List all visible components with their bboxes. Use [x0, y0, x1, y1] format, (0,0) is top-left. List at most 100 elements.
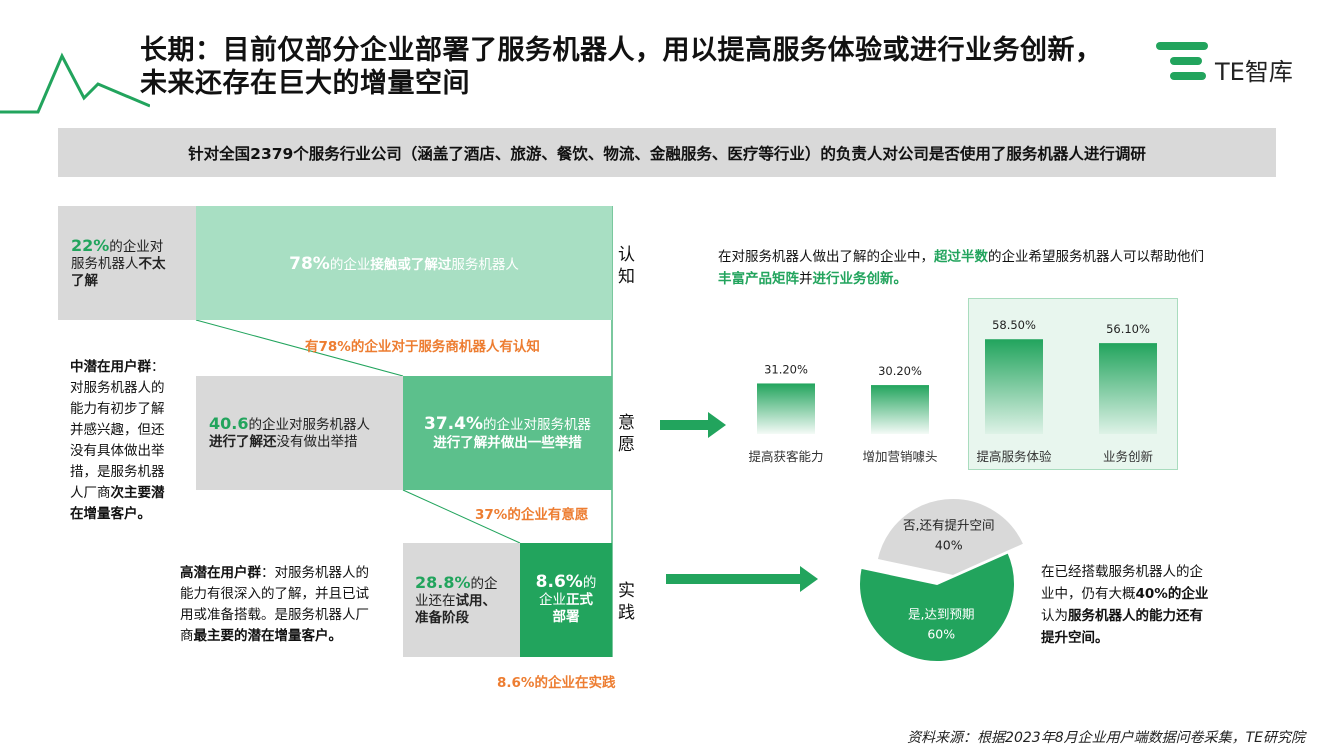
- bar-category-label-1: 提高获客能力: [748, 449, 823, 464]
- row3-right-text: 的: [582, 575, 597, 591]
- row1-left-bold: 不太: [138, 255, 166, 272]
- bar-category-label-3: 提高服务体验: [976, 449, 1052, 464]
- bar-2: [871, 385, 929, 434]
- stage-practice: 实 践: [618, 580, 635, 624]
- stage-intention-char1: 意: [618, 413, 635, 433]
- bar-1: [757, 383, 815, 434]
- high-note-line3: 用或准备搭载。是服务机器人厂: [180, 607, 369, 623]
- mid-note-line6: 人厂商: [70, 485, 111, 501]
- row1-left-text-2: 服务机器人: [71, 255, 139, 272]
- pie-slice-1: [858, 550, 1016, 663]
- arrow-right-icon: [660, 412, 726, 438]
- pie-label-1: 是,达到预期: [908, 606, 974, 621]
- high-note-line1: ：对服务机器人的: [261, 565, 369, 581]
- mid-note-line4: 没有具体做出举: [70, 443, 165, 459]
- row1-left-bold-2: 了解: [71, 272, 98, 289]
- page-title: 长期：目前仅部分企业部署了服务机器人，用以提高服务体验或进行业务创新， 未来还存…: [140, 34, 1180, 100]
- pie-label-2: 否,还有提升空间: [903, 518, 994, 533]
- pie-note-line2: 业中，仍有大概: [1041, 586, 1136, 602]
- row1-right-bold: 接触或了解过: [370, 256, 452, 273]
- row1-right-number: 78%: [289, 253, 330, 274]
- row3-right-number: 8.6%: [535, 572, 583, 592]
- row2-right-text: 的企业对服务机器: [482, 416, 591, 433]
- row2-caption: 37%的企业有意愿: [475, 507, 589, 523]
- pie-chart: 是,达到预期 60% 否,还有提升空间 40%: [858, 497, 1026, 663]
- bar-value-label-4: 56.10%: [1106, 322, 1150, 336]
- funnel-row2-left: 40.6的企业对服务机器人 进行了解还没有做出举措: [196, 376, 403, 490]
- high-note-bold: 最主要的潜在增量客户。: [193, 628, 343, 644]
- pie-note-bold: 40%的企业: [1135, 586, 1209, 602]
- title-line-1: 长期：目前仅部分企业部署了服务机器人，用以提高服务体验或进行业务创新，: [140, 35, 1103, 66]
- high-note-heading: 高潜在用户群: [180, 565, 261, 581]
- stage-awareness-char2: 知: [618, 267, 635, 287]
- mid-note-colon: ：: [151, 359, 165, 375]
- pie-slice-2: [875, 497, 1026, 578]
- funnel-row3-left: 28.8%的企 业还在试用、 准备阶段: [403, 543, 520, 657]
- pie-note-bold-3: 提升空间。: [1041, 630, 1109, 646]
- bar-value-label-3: 58.50%: [992, 318, 1036, 332]
- pie-value-label-1: 60%: [927, 626, 955, 641]
- row3-left-bold: 试用、: [455, 592, 497, 609]
- bar-note-text-2: 的企业希望服务机器人可以帮助他们: [988, 249, 1204, 265]
- source-note: 资料来源：根据2023年8月企业用户端数据问卷采集，TE研究院: [907, 730, 1305, 746]
- logo-text: TE智库: [1215, 58, 1293, 86]
- mid-potential-note: 中潜在用户群： 对服务机器人的 能力有初步了解 并感兴趣，但还 没有具体做出举 …: [70, 357, 190, 525]
- stage-awareness-char1: 认: [618, 245, 635, 265]
- funnel-row1-left: 22%的企业对 服务机器人不太 了解: [58, 206, 196, 320]
- row3-right-bold-2: 部署: [552, 609, 580, 625]
- pie-note-bold-2: 服务机器人的能力还有: [1068, 608, 1203, 624]
- funnel-row1-right: 78%的企业接触或了解过服务机器人: [196, 206, 612, 320]
- bar-note-highlight-3: 进行业务创新。: [812, 271, 908, 287]
- bar-note-text: 在对服务机器人做出了解的企业中，: [718, 249, 934, 265]
- survey-banner: 针对全国2379个服务行业公司（涵盖了酒店、旅游、餐饮、物流、金融服务、医疗等行…: [58, 128, 1276, 177]
- pie-chart-note: 在已经搭载服务机器人的企 业中，仍有大概40%的企业 认为服务机器人的能力还有 …: [1041, 561, 1241, 649]
- row3-caption: 8.6%的企业在实践: [497, 675, 616, 691]
- row3-right-bold: 正式: [566, 592, 593, 608]
- stage-practice-char2: 践: [618, 603, 635, 623]
- stage-practice-char1: 实: [618, 581, 635, 601]
- mid-note-heading: 中潜在用户群: [70, 359, 151, 375]
- title-line-2: 未来还存在巨大的增量空间: [140, 68, 470, 99]
- high-note-line4: 商: [180, 628, 194, 644]
- bar-value-label-1: 31.20%: [764, 362, 808, 376]
- bar-chart: 31.20% 提高获客能力 30.20% 增加营销噱头 58.50% 提高服务体验 56.1…: [748, 318, 1157, 464]
- row2-right-bold: 进行了解并做出一些举措: [433, 434, 582, 451]
- arrow-right-icon-2: [666, 566, 818, 592]
- row2-right-number: 37.4%: [424, 413, 483, 434]
- bar-chart-note: 在对服务机器人做出了解的企业中，超过半数的企业希望服务机器人可以帮助他们 丰富产…: [718, 246, 1278, 290]
- bar-3: [985, 339, 1043, 434]
- row3-left-number: 28.8%: [415, 572, 471, 592]
- row1-left-number: 22%: [71, 235, 110, 255]
- bar-note-highlight: 超过半数: [934, 249, 988, 265]
- row1-left-text: 的企业对: [109, 238, 164, 255]
- row3-left-text-2: 业还在: [415, 592, 456, 609]
- bar-value-label-2: 30.20%: [878, 364, 922, 378]
- row1-right-text: 的企业: [329, 256, 371, 273]
- mid-note-line3: 并感兴趣，但还: [70, 422, 165, 438]
- row3-left-text: 的企: [470, 575, 498, 592]
- te-logo-icon: [1156, 42, 1208, 80]
- bar-category-label-2: 增加营销噱头: [862, 449, 937, 464]
- bar-note-text-3: 并: [799, 271, 813, 287]
- bar-note-highlight-2: 丰富产品矩阵: [718, 271, 799, 287]
- row2-left-number: 40.6: [209, 414, 249, 433]
- mid-note-bold-2: 在增量客户。: [70, 506, 151, 522]
- mid-note-bold: 次主要潜: [110, 485, 165, 501]
- mid-note-line1: 对服务机器人的: [70, 380, 165, 396]
- pie-note-line3: 认为: [1041, 608, 1068, 624]
- high-potential-note: 高潜在用户群：对服务机器人的 能力有很深入的了解，并且已试 用或准备搭载。是服务…: [180, 563, 395, 647]
- high-note-line2: 能力有很深入的了解，并且已试: [180, 586, 369, 602]
- bar-category-label-4: 业务创新: [1103, 449, 1153, 464]
- stage-intention: 意 愿: [618, 412, 635, 456]
- funnel-connectors: [195, 206, 613, 657]
- row2-left-bold: 进行了解还: [209, 434, 277, 450]
- row1-right-text-2: 服务机器人: [451, 256, 519, 273]
- row3-right-text-2: 企业: [539, 592, 566, 608]
- pulse-line-decoration: [0, 52, 150, 114]
- row2-left-text-2: 没有做出举措: [276, 434, 358, 450]
- pie-value-label-2: 40%: [935, 538, 963, 553]
- row3-left-bold-2: 准备阶段: [415, 609, 469, 626]
- row1-caption: 有78%的企业对于服务商机器人有认知: [305, 339, 540, 355]
- stage-intention-char2: 愿: [618, 435, 635, 455]
- row2-left-text: 的企业对服务机器人: [248, 417, 370, 433]
